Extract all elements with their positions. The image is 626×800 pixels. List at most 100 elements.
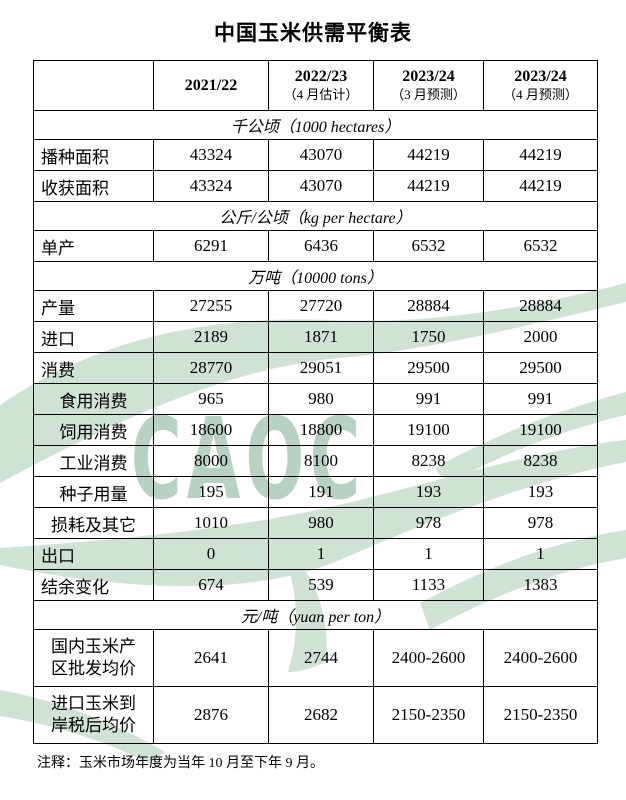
header-empty-cell <box>33 60 154 111</box>
value-cell: 991 <box>483 383 598 415</box>
value-cell: 6291 <box>153 230 269 262</box>
year-label: 2021/22 <box>184 76 238 94</box>
row-label: 食用消费 <box>33 383 154 415</box>
value-cell: 6532 <box>483 230 598 262</box>
value-cell: 2150-2350 <box>483 686 598 744</box>
row-label: 进口玉米到 岸税后均价 <box>33 686 154 744</box>
section-row-hectares: 千公顷（1000 hectares） <box>33 110 598 140</box>
value-cell: 19100 <box>483 414 598 446</box>
table-row-imports: 进口 2189 1871 1750 2000 <box>33 321 598 353</box>
row-label: 出口 <box>33 538 154 570</box>
value-cell: 193 <box>483 476 598 508</box>
value-cell: 2000 <box>483 321 598 353</box>
corn-balance-table: 2021/22 2022/23 （4 月估计） 2023/24 （3 月预测） … <box>33 60 598 744</box>
header-cell-2022-23: 2022/23 （4 月估计） <box>268 60 374 111</box>
value-cell: 6436 <box>268 230 374 262</box>
table-row-production: 产量 27255 27720 28884 28884 <box>33 290 598 322</box>
value-cell: 6532 <box>373 230 484 262</box>
year-label: 2023/24 <box>514 68 567 86</box>
value-cell: 43070 <box>268 170 374 202</box>
row-label: 播种面积 <box>33 139 154 171</box>
value-cell: 980 <box>268 507 374 539</box>
value-cell: 2400-2600 <box>373 629 484 687</box>
value-cell: 1010 <box>153 507 269 539</box>
value-cell: 8238 <box>373 445 484 477</box>
forecast-note: （4 月预测） <box>503 87 578 103</box>
value-cell: 27255 <box>153 290 269 322</box>
value-cell: 978 <box>373 507 484 539</box>
value-cell: 191 <box>268 476 374 508</box>
unit-label: 元/吨（yuan per ton） <box>33 600 598 630</box>
header-cell-2021-22: 2021/22 <box>153 60 269 111</box>
value-cell: 8000 <box>153 445 269 477</box>
table-row-loss-other: 损耗及其它 1010 980 978 978 <box>33 507 598 539</box>
row-label: 国内玉米产 区批发均价 <box>33 629 154 687</box>
row-label: 饲用消费 <box>33 414 154 446</box>
row-label: 种子用量 <box>33 476 154 508</box>
value-cell: 29500 <box>373 352 484 384</box>
value-cell: 1 <box>268 538 374 570</box>
unit-label: 公斤/公顷（kg per hectare） <box>33 201 598 231</box>
value-cell: 27720 <box>268 290 374 322</box>
value-cell: 2876 <box>153 686 269 744</box>
value-cell: 991 <box>373 383 484 415</box>
unit-label: 万吨（10000 tons） <box>33 261 598 291</box>
value-cell: 1383 <box>483 569 598 601</box>
value-cell: 1871 <box>268 321 374 353</box>
unit-label: 千公顷（1000 hectares） <box>33 110 598 140</box>
row-label: 消费 <box>33 352 154 384</box>
value-cell: 965 <box>153 383 269 415</box>
value-cell: 1750 <box>373 321 484 353</box>
value-cell: 2400-2600 <box>483 629 598 687</box>
table-row-harvested-area: 收获面积 43324 43070 44219 44219 <box>33 170 598 202</box>
value-cell: 19100 <box>373 414 484 446</box>
value-cell: 539 <box>268 569 374 601</box>
value-cell: 2744 <box>268 629 374 687</box>
section-row-yield-unit: 公斤/公顷（kg per hectare） <box>33 201 598 231</box>
value-cell: 43324 <box>153 139 269 171</box>
value-cell: 1133 <box>373 569 484 601</box>
header-cell-2023-24-mar: 2023/24 （3 月预测） <box>373 60 484 111</box>
value-cell: 18800 <box>268 414 374 446</box>
value-cell: 1 <box>483 538 598 570</box>
value-cell: 978 <box>483 507 598 539</box>
row-label: 工业消费 <box>33 445 154 477</box>
value-cell: 2641 <box>153 629 269 687</box>
value-cell: 980 <box>268 383 374 415</box>
value-cell: 8238 <box>483 445 598 477</box>
value-cell: 43324 <box>153 170 269 202</box>
table-row-seed-use: 种子用量 195 191 193 193 <box>33 476 598 508</box>
value-cell: 44219 <box>373 170 484 202</box>
table-row-domestic-wholesale-price: 国内玉米产 区批发均价 2641 2744 2400-2600 2400-260… <box>33 629 598 687</box>
row-label: 产量 <box>33 290 154 322</box>
value-cell: 193 <box>373 476 484 508</box>
section-row-tons-unit: 万吨（10000 tons） <box>33 261 598 291</box>
value-cell: 195 <box>153 476 269 508</box>
year-label: 2023/24 <box>402 68 455 86</box>
row-label: 收获面积 <box>33 170 154 202</box>
table-row-consumption: 消费 28770 29051 29500 29500 <box>33 352 598 384</box>
table-row-industrial-consumption: 工业消费 8000 8100 8238 8238 <box>33 445 598 477</box>
value-cell: 2189 <box>153 321 269 353</box>
report-page: 中国玉米供需平衡表 2021/22 2022/23 （4 月估计） 2023/2… <box>33 22 598 771</box>
estimate-note: （4 月估计） <box>283 87 359 103</box>
row-label: 单产 <box>33 230 154 262</box>
value-cell: 2682 <box>268 686 374 744</box>
section-row-price-unit: 元/吨（yuan per ton） <box>33 600 598 630</box>
table-row-feed-consumption: 饲用消费 18600 18800 19100 19100 <box>33 414 598 446</box>
value-cell: 43070 <box>268 139 374 171</box>
value-cell: 44219 <box>483 170 598 202</box>
year-label: 2022/23 <box>294 68 348 86</box>
value-cell: 2150-2350 <box>373 686 484 744</box>
header-row: 2021/22 2022/23 （4 月估计） 2023/24 （3 月预测） … <box>33 60 598 111</box>
header-cell-2023-24-apr: 2023/24 （4 月预测） <box>483 60 598 111</box>
table-row-food-consumption: 食用消费 965 980 991 991 <box>33 383 598 415</box>
value-cell: 44219 <box>373 139 484 171</box>
value-cell: 674 <box>153 569 269 601</box>
value-cell: 18600 <box>153 414 269 446</box>
value-cell: 28884 <box>373 290 484 322</box>
row-label: 进口 <box>33 321 154 353</box>
page-title: 中国玉米供需平衡表 <box>214 22 412 45</box>
value-cell: 29051 <box>268 352 374 384</box>
value-cell: 28884 <box>483 290 598 322</box>
